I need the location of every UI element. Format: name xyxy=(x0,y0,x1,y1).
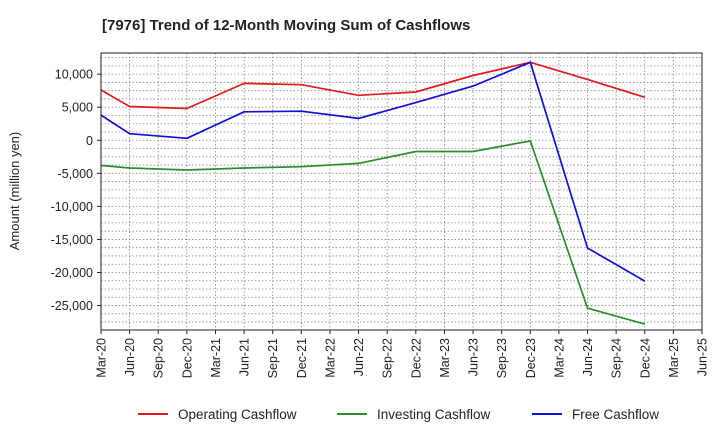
y-tick-label: 10,000 xyxy=(55,68,93,82)
x-tick-label: Dec-21 xyxy=(295,338,309,378)
x-tick-label: Sep-23 xyxy=(495,338,509,378)
x-tick-label: Sep-20 xyxy=(152,338,166,378)
y-tick-label: -10,000 xyxy=(51,200,93,214)
x-tick-label: Mar-23 xyxy=(438,338,452,378)
x-axis-ticks: Mar-20 Jun-20 Sep-20 Dec-20 Mar-21 Jun-21 Sep-… xyxy=(95,330,710,378)
legend-label: Investing Cashflow xyxy=(377,407,491,422)
x-tick-label: Jun-23 xyxy=(467,338,481,376)
series-line-investing-cashflow xyxy=(100,140,646,325)
x-tick-label: Mar-20 xyxy=(95,338,109,378)
x-tick-label: Mar-22 xyxy=(323,338,337,378)
x-tick-label: Sep-24 xyxy=(610,338,624,378)
series-lines xyxy=(100,61,646,325)
x-tick-label: Dec-20 xyxy=(180,338,194,378)
x-tick-label: Jun-20 xyxy=(123,338,137,376)
x-tick-label: Dec-22 xyxy=(409,338,423,378)
y-tick-label: -5,000 xyxy=(58,167,93,181)
y-tick-label: 0 xyxy=(86,134,93,148)
x-tick-label: Sep-21 xyxy=(266,338,280,378)
y-tick-label: -20,000 xyxy=(51,266,93,280)
series-line-free-cashflow xyxy=(100,61,646,282)
grid-lines xyxy=(100,53,703,330)
x-tick-label: Sep-22 xyxy=(381,338,395,378)
plot-frame xyxy=(100,52,703,331)
x-tick-label: Jun-25 xyxy=(696,338,710,376)
x-tick-label: Mar-24 xyxy=(552,338,566,378)
x-tick-label: Mar-21 xyxy=(209,338,223,378)
y-tick-label: -15,000 xyxy=(51,233,93,247)
x-tick-label: Jun-21 xyxy=(238,338,252,376)
x-tick-label: Jun-22 xyxy=(352,338,366,376)
legend-label: Free Cashflow xyxy=(572,407,659,422)
x-tick-label: Dec-23 xyxy=(524,338,538,378)
y-axis-ticks: 10,000 5,000 0 -5,000 -10,000 -15,000 -20,000 -… xyxy=(51,68,101,313)
y-tick-label: -25,000 xyxy=(51,299,93,313)
x-tick-label: Mar-25 xyxy=(667,338,681,378)
y-tick-label: 5,000 xyxy=(62,101,93,115)
y-axis-label: Amount (million yen) xyxy=(7,132,22,251)
legend: Operating Cashflow Investing Cashflow Free… xyxy=(138,407,659,422)
x-tick-label: Jun-24 xyxy=(581,338,595,376)
x-tick-label: Dec-24 xyxy=(638,338,652,378)
legend-label: Operating Cashflow xyxy=(178,407,297,422)
series-line-operating-cashflow xyxy=(100,61,646,110)
chart-title: [7976] Trend of 12-Month Moving Sum of C… xyxy=(102,17,470,34)
